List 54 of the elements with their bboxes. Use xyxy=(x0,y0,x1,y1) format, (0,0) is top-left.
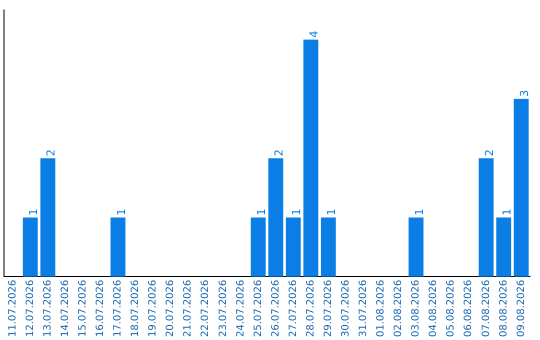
x-tick-label: 27.07.2026 xyxy=(288,280,299,338)
x-tick-label: 28.07.2026 xyxy=(305,280,316,338)
data-label: 3 xyxy=(518,90,532,97)
x-tick-label: 22.07.2026 xyxy=(200,280,212,338)
bar xyxy=(22,217,38,277)
x-tick-label: 06.08.2026 xyxy=(463,280,474,338)
bar xyxy=(408,217,424,277)
x-tick-label: 16.07.2026 xyxy=(95,280,106,338)
x-tick-label: 31.07.2026 xyxy=(358,280,370,338)
x-tick-label: 24.07.2026 xyxy=(235,280,246,338)
x-tick-label: 03.08.2026 xyxy=(410,280,422,338)
x-tick-label: 29.07.2026 xyxy=(322,280,334,338)
x-tick-label: 01.08.2026 xyxy=(376,280,387,338)
x-tick-label: 15.07.2026 xyxy=(77,280,88,338)
x-tick-label: 13.07.2026 xyxy=(42,280,54,338)
x-tick-label: 19.07.2026 xyxy=(148,280,159,338)
data-label: 1 xyxy=(27,208,40,216)
x-tick-label: 09.08.2026 xyxy=(516,280,527,338)
x-tick-label: 11.07.2026 xyxy=(7,280,18,338)
x-tick-label: 04.08.2026 xyxy=(428,280,440,338)
data-label: 2 xyxy=(272,149,286,156)
data-label: 1 xyxy=(290,208,304,216)
bar xyxy=(250,217,266,277)
x-tick-label: 30.07.2026 xyxy=(340,280,352,338)
x-tick-label: 14.07.2026 xyxy=(60,280,71,338)
x-tick-label: 08.08.2026 xyxy=(498,280,510,338)
bar xyxy=(320,217,336,277)
data-label: 1 xyxy=(500,208,514,216)
data-label: 2 xyxy=(483,149,496,156)
x-tick-label: 17.07.2026 xyxy=(112,280,124,338)
x-tick-label: 20.07.2026 xyxy=(165,280,176,338)
x-tick-label: 21.07.2026 xyxy=(182,280,194,338)
x-tick-label: 05.08.2026 xyxy=(446,280,457,338)
data-label: 1 xyxy=(114,208,128,216)
bar xyxy=(286,217,301,277)
data-label: 1 xyxy=(412,208,426,216)
x-tick-label: 18.07.2026 xyxy=(130,280,142,338)
x-tick-label: 07.08.2026 xyxy=(480,280,492,338)
bar xyxy=(268,158,284,277)
data-label: 2 xyxy=(44,149,58,156)
data-label: 1 xyxy=(325,208,338,216)
bar xyxy=(303,40,318,277)
bar xyxy=(40,158,56,277)
x-tick-label: 12.07.2026 xyxy=(24,280,36,338)
bar xyxy=(478,158,494,277)
x-tick-label: 25.07.2026 xyxy=(252,280,264,338)
x-tick-label: 02.08.2026 xyxy=(393,280,404,338)
bar xyxy=(110,217,126,277)
data-label: 1 xyxy=(255,208,268,216)
bar xyxy=(514,98,529,277)
bar xyxy=(496,217,512,277)
data-label: 4 xyxy=(308,30,321,38)
x-tick-label: 26.07.2026 xyxy=(270,280,282,338)
x-tick-label: 23.07.2026 xyxy=(218,280,229,338)
